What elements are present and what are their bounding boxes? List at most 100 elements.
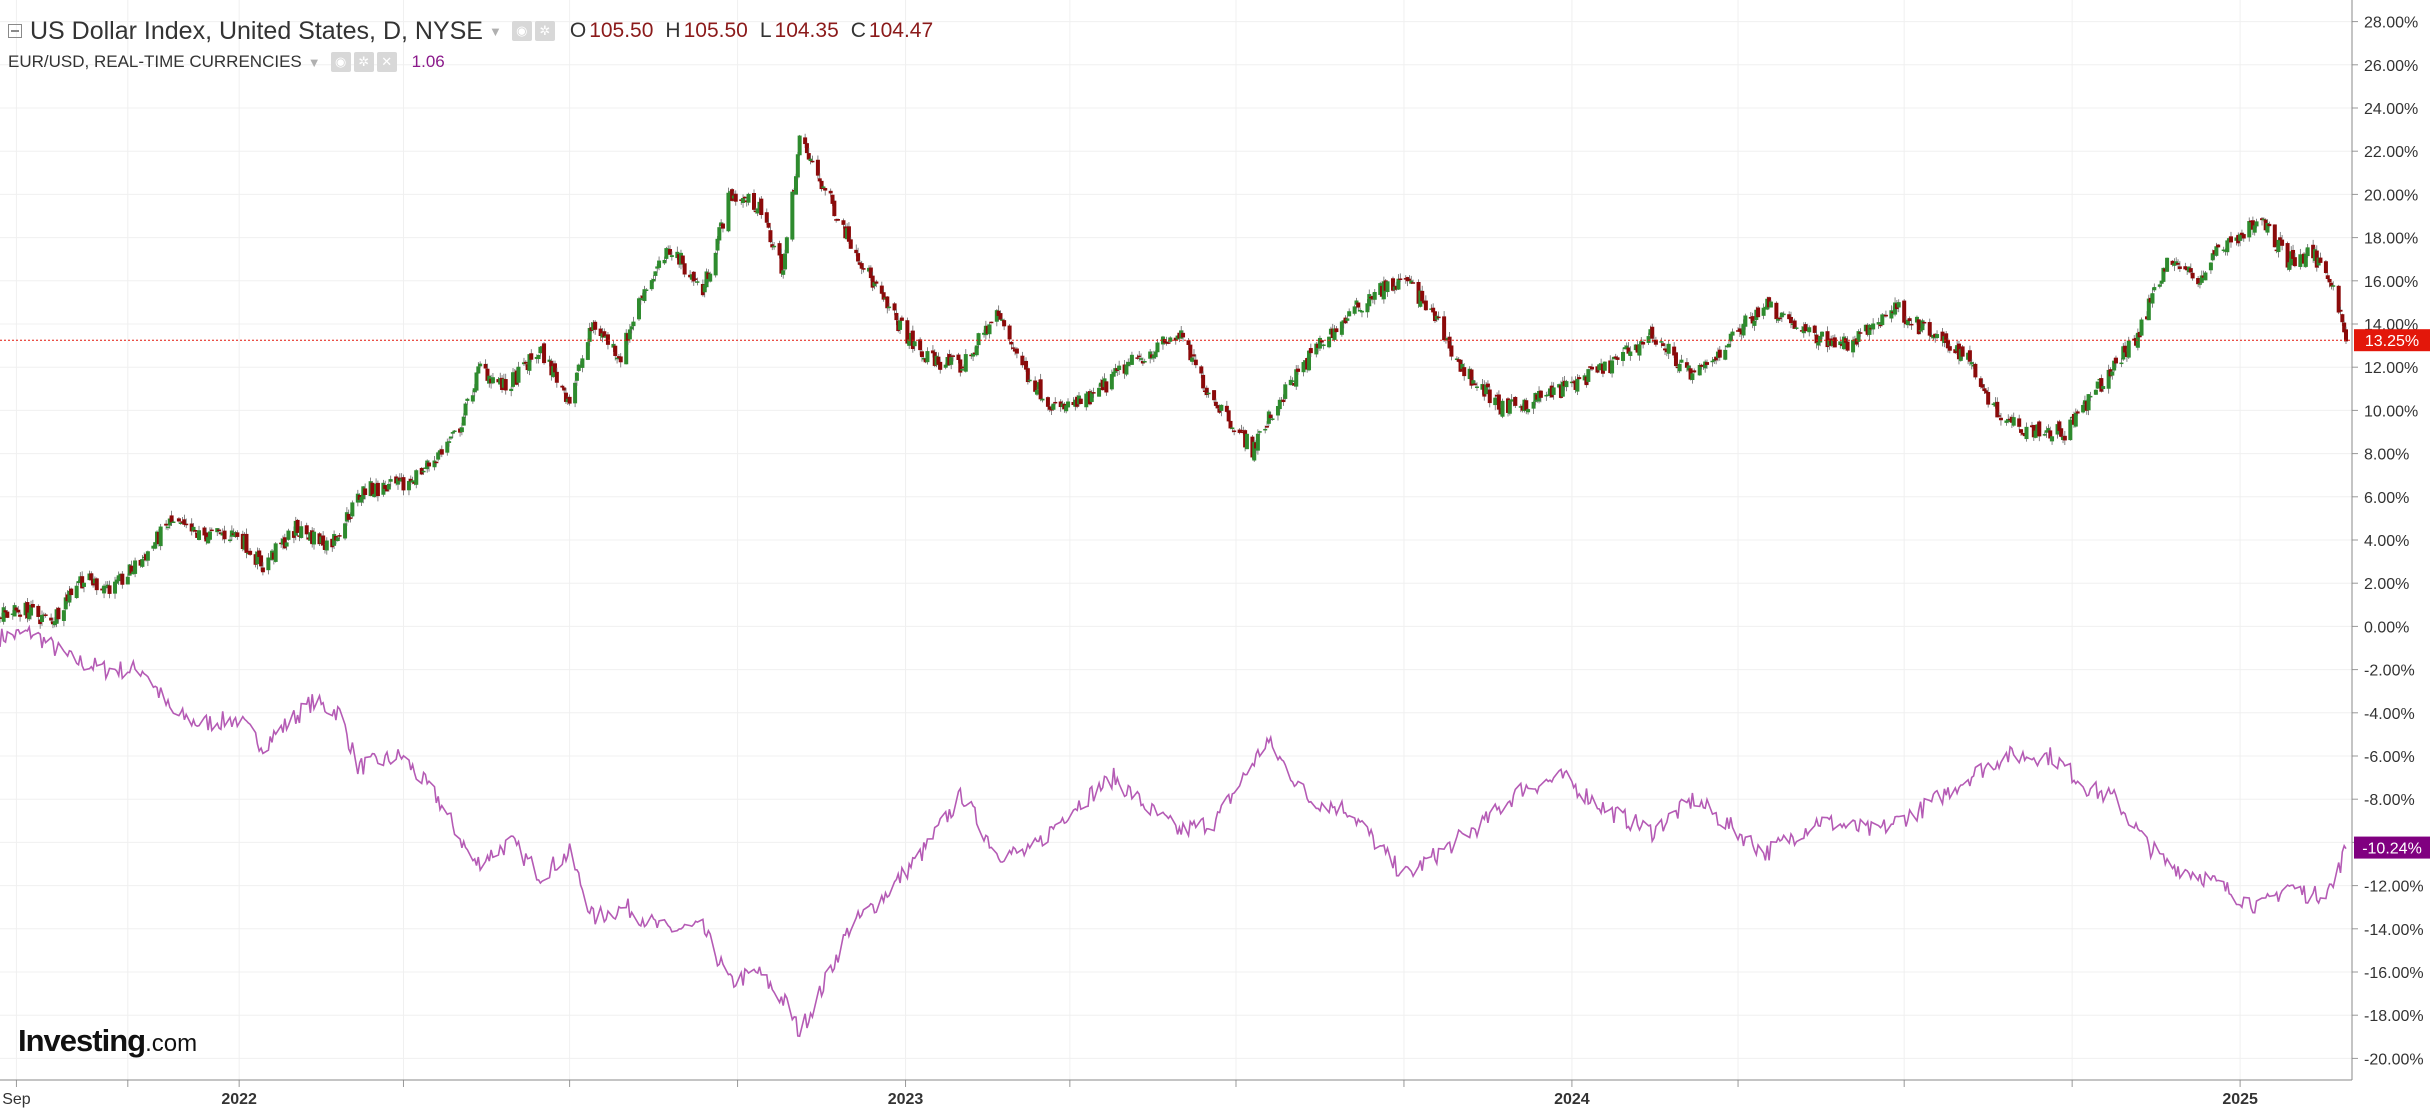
candle	[1281, 399, 1286, 403]
candle	[346, 513, 351, 520]
candle	[1778, 317, 1783, 320]
candle	[114, 579, 119, 584]
candle	[1650, 326, 1655, 339]
candle	[1436, 316, 1441, 319]
candle	[1142, 361, 1147, 363]
candle	[1876, 322, 1881, 325]
candle	[563, 392, 568, 402]
candle	[810, 160, 815, 163]
candle	[1878, 324, 1883, 327]
candle	[1646, 336, 1651, 343]
candle	[406, 480, 411, 491]
candle	[872, 282, 877, 287]
candle	[182, 519, 187, 525]
candle	[702, 284, 707, 293]
candle	[695, 281, 700, 283]
candle	[14, 607, 19, 611]
candle	[1626, 347, 1631, 354]
close-label: C	[850, 19, 866, 42]
candle	[879, 285, 884, 294]
candle	[1485, 383, 1490, 388]
candle	[1960, 346, 1965, 357]
candle	[938, 361, 943, 370]
candle	[2123, 345, 2128, 353]
dropdown-caret-icon[interactable]: ▼	[488, 23, 502, 39]
candle	[1812, 325, 1817, 333]
candle	[1880, 314, 1885, 326]
candle	[1064, 405, 1069, 412]
collapse-icon[interactable]	[8, 24, 22, 38]
last-price-badge	[2354, 329, 2430, 352]
candle	[1922, 321, 1927, 324]
candle	[1818, 336, 1823, 343]
candle	[2225, 240, 2230, 253]
candle	[2159, 280, 2164, 284]
candle	[861, 268, 866, 270]
candle	[1788, 316, 1793, 324]
candle	[133, 560, 138, 574]
candle	[1927, 322, 1932, 336]
candle	[1290, 380, 1295, 382]
candle	[1319, 340, 1324, 343]
eye-icon[interactable]: ◉	[511, 21, 532, 41]
candle	[1597, 364, 1602, 371]
candle	[1283, 384, 1288, 399]
candle	[2327, 278, 2332, 283]
candle	[2042, 434, 2047, 436]
x-tick-label: Sep	[2, 1091, 31, 1108]
candle	[2177, 266, 2182, 269]
candle	[1078, 398, 1083, 405]
candle	[742, 196, 747, 199]
main-series-title: US Dollar Index, United States, D, NYSE	[30, 16, 483, 45]
candle	[1411, 282, 1416, 284]
candle	[790, 191, 795, 240]
settings-icon[interactable]: ✲	[534, 21, 555, 41]
candle	[958, 359, 963, 373]
y-tick-label: -2.00%	[2364, 663, 2415, 680]
candle	[1257, 431, 1262, 433]
candle	[312, 531, 317, 545]
candle	[1586, 369, 1591, 382]
candle	[1321, 344, 1326, 346]
close-icon[interactable]: ✕	[376, 52, 397, 72]
candle	[653, 271, 658, 276]
candle	[2183, 266, 2188, 270]
candle	[1307, 350, 1312, 371]
y-tick-label: -16.00%	[2364, 965, 2424, 982]
candle	[2342, 322, 2347, 333]
candle	[1673, 352, 1678, 367]
candle	[1980, 384, 1985, 388]
candle	[2050, 436, 2055, 442]
y-tick-label: 6.00%	[2364, 490, 2409, 507]
candle	[894, 312, 899, 321]
candle	[1845, 341, 1850, 351]
candle	[120, 573, 125, 585]
candle	[1204, 387, 1209, 395]
candle	[573, 382, 578, 404]
candle	[372, 494, 377, 498]
candle	[1040, 398, 1045, 401]
candle	[503, 379, 508, 391]
candle	[1730, 331, 1735, 336]
low-value: 104.35	[774, 19, 839, 42]
candle	[1345, 318, 1350, 321]
y-tick-label: 20.00%	[2364, 187, 2418, 204]
candle	[587, 327, 592, 342]
candle	[585, 342, 590, 360]
candle	[452, 430, 457, 433]
candle	[2011, 417, 2016, 426]
candle	[80, 576, 85, 589]
candle	[2037, 421, 2042, 437]
candle	[2252, 225, 2257, 233]
candle	[2305, 247, 2310, 257]
candle	[39, 614, 44, 623]
compare-settings-icon[interactable]: ✲	[353, 52, 374, 72]
candle	[74, 585, 79, 599]
candle	[976, 333, 981, 346]
compare-dropdown-caret-icon[interactable]: ▼	[307, 54, 321, 70]
candle	[2046, 428, 2051, 431]
compare-eye-icon[interactable]: ◉	[330, 52, 351, 72]
candle	[1, 607, 6, 622]
